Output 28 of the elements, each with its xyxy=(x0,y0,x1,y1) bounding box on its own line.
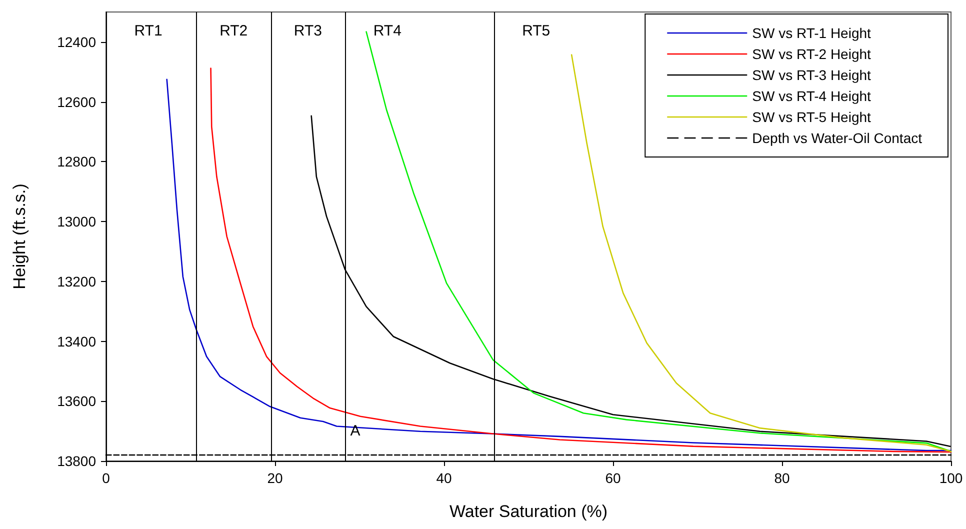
legend-label: SW vs RT-3 Height xyxy=(752,67,872,83)
y-axis-title: Height (ft.s.s.) xyxy=(10,184,29,290)
x-tick-label: 0 xyxy=(102,470,110,486)
annotation: RT1 xyxy=(134,22,162,40)
legend-label: SW vs RT-1 Height xyxy=(752,25,872,41)
legend-label: SW vs RT-4 Height xyxy=(752,88,872,104)
annotation: RT5 xyxy=(522,22,550,40)
y-tick-label: 12600 xyxy=(57,94,96,110)
legend-label: SW vs RT-5 Height xyxy=(752,109,872,125)
x-tick-label: 100 xyxy=(939,470,963,486)
legend-label: Depth vs Water-Oil Contact xyxy=(752,130,922,146)
y-tick-label: 13000 xyxy=(57,214,96,230)
x-tick-label: 20 xyxy=(267,470,283,486)
y-tick-label: 13800 xyxy=(57,453,96,469)
annotation: A xyxy=(350,422,360,440)
y-tick-label: 12800 xyxy=(57,154,96,170)
y-tick-label: 12400 xyxy=(57,34,96,50)
y-tick-label: 13200 xyxy=(57,273,96,290)
x-tick-label: 60 xyxy=(605,470,621,486)
legend-label: SW vs RT-2 Height xyxy=(752,46,872,62)
annotation: RT2 xyxy=(220,22,248,40)
y-tick-label: 13400 xyxy=(57,333,96,350)
y-tick-label: 13600 xyxy=(57,393,96,410)
x-tick-label: 40 xyxy=(436,470,452,486)
annotation: RT3 xyxy=(294,22,322,40)
x-tick-label: 80 xyxy=(774,470,790,486)
annotation: RT4 xyxy=(373,22,402,40)
x-axis-title: Water Saturation (%) xyxy=(449,502,608,521)
